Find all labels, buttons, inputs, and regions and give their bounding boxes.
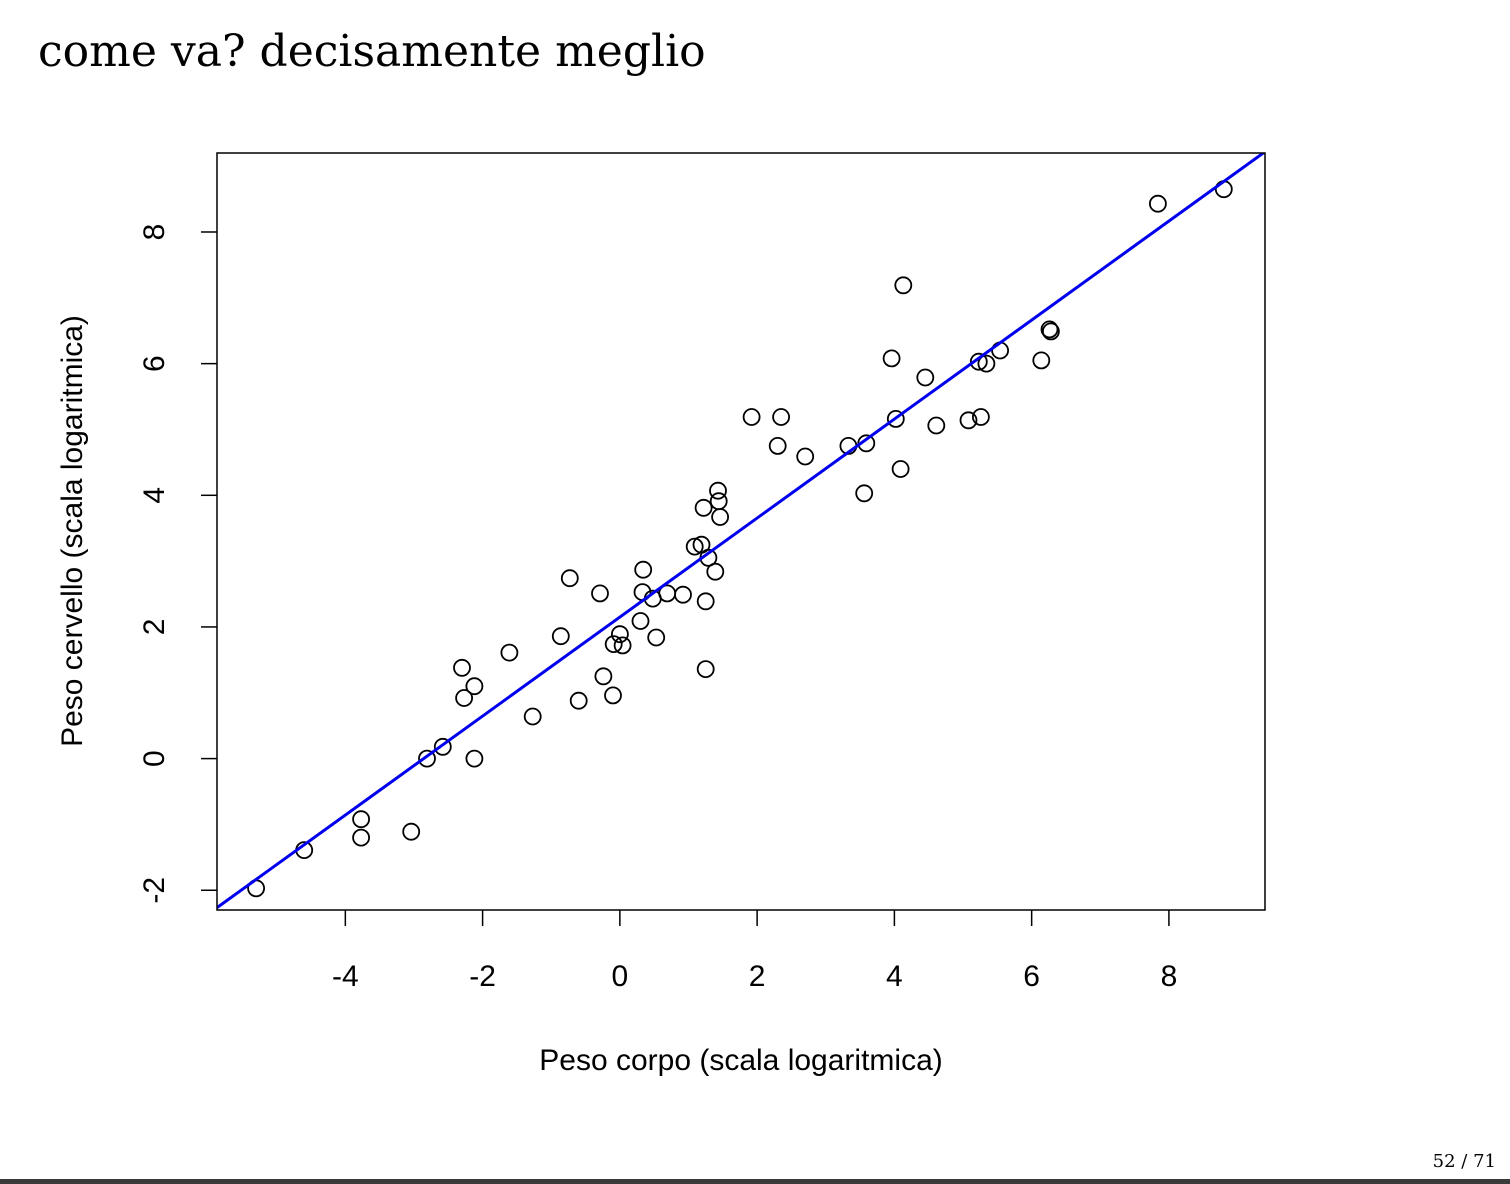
y-tick-label: 6: [138, 355, 171, 372]
plot-frame: [216, 152, 1266, 911]
data-point: [694, 498, 713, 517]
data-point: [711, 508, 729, 526]
data-point: [611, 625, 629, 644]
x-axis: -4 -2 0 2 4 6 8: [332, 910, 1177, 993]
data-point: [972, 408, 990, 426]
data-point: [500, 643, 519, 662]
data-point: [352, 810, 371, 829]
data-point: [916, 368, 935, 387]
data-point: [1042, 322, 1060, 341]
regression-line: [217, 153, 1265, 909]
data-point: [706, 562, 725, 581]
y-tick-label: 8: [138, 224, 171, 241]
data-point: [796, 447, 815, 466]
x-tick-label: -4: [332, 960, 359, 993]
data-point: [768, 436, 787, 455]
data-point: [402, 822, 421, 841]
x-tick-label: 8: [1161, 960, 1178, 993]
data-point: [696, 660, 715, 678]
slide-title: come va? decisamente meglio: [38, 26, 706, 77]
y-tick-label: 2: [138, 619, 171, 636]
data-point: [418, 749, 436, 768]
data-point: [886, 409, 905, 428]
y-tick-label: 4: [138, 487, 171, 504]
data-point: [594, 667, 613, 686]
data-point: [969, 352, 988, 371]
data-point: [674, 585, 692, 604]
data-point: [685, 537, 704, 556]
data-point: [927, 416, 946, 435]
data-point: [560, 569, 579, 588]
data-point: [977, 354, 996, 373]
data-point: [352, 828, 371, 847]
y-tick-label: 0: [138, 750, 171, 767]
data-point: [604, 686, 622, 705]
data-point: [709, 481, 727, 500]
y-axis: -2 0 2 4 6 8: [138, 224, 217, 904]
data-point: [433, 737, 452, 756]
data-point: [882, 349, 901, 368]
footer-bar: [0, 1179, 1510, 1184]
x-axis-label: Peso corpo (scala logaritmica): [539, 1044, 943, 1077]
data-point: [453, 658, 471, 677]
y-axis-label: Peso cervello (scala logaritmica): [56, 315, 89, 747]
data-point: [709, 492, 728, 511]
data-point: [894, 276, 913, 295]
data-point: [991, 341, 1009, 360]
data-point: [465, 677, 484, 696]
data-point: [465, 749, 484, 768]
x-tick-label: 6: [1023, 960, 1040, 993]
x-tick-label: 4: [886, 960, 903, 993]
data-point: [742, 408, 761, 426]
y-tick-label: -2: [138, 877, 171, 904]
data-point: [959, 411, 978, 430]
data-point: [551, 627, 570, 646]
data-point: [604, 635, 623, 653]
data-point: [631, 612, 650, 630]
data-point: [1032, 351, 1051, 370]
x-tick-label: 2: [749, 960, 766, 993]
data-point: [1214, 180, 1233, 199]
data-point: [855, 484, 874, 503]
page-number: 52 / 71: [1432, 1151, 1496, 1172]
x-tick-label: -2: [469, 960, 496, 993]
data-point: [1040, 320, 1059, 339]
data-point: [591, 584, 609, 603]
data-point: [523, 707, 542, 726]
data-point: [1149, 194, 1167, 213]
data-point: [772, 408, 790, 426]
data-point: [455, 689, 474, 707]
x-tick-label: 0: [612, 960, 629, 993]
data-point: [569, 691, 588, 710]
data-point: [891, 460, 910, 478]
data-point: [613, 636, 632, 655]
data-point: [647, 628, 666, 647]
data-point: [634, 560, 653, 579]
data-point: [696, 592, 715, 611]
